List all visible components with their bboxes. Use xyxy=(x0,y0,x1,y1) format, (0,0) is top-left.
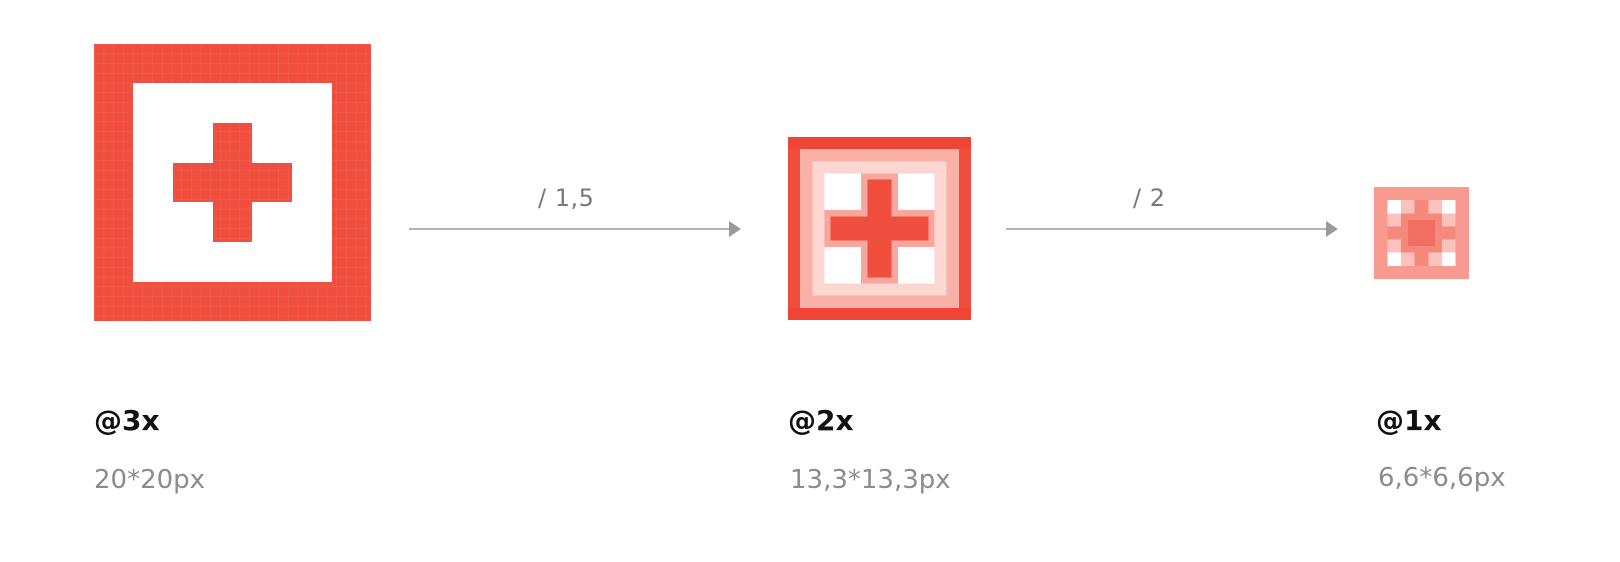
size-label-1x: 6,6*6,6px xyxy=(1378,463,1506,493)
scale-label-3x: @3x xyxy=(94,404,160,437)
size-label-2x: 13,3*13,3px xyxy=(790,465,951,495)
ratio-label-1: / 1,5 xyxy=(538,184,595,212)
icon-1x-graphic xyxy=(1374,187,1469,279)
scale-label-1x: @1x xyxy=(1376,404,1442,437)
size-label-3x: 20*20px xyxy=(94,465,206,495)
ratio-label-2: / 2 xyxy=(1133,184,1166,212)
arrow-2 xyxy=(1006,221,1338,237)
icon-2x-graphic xyxy=(788,137,971,320)
arrow-1 xyxy=(409,221,741,237)
icon-3x-graphic xyxy=(94,44,371,321)
scale-label-2x: @2x xyxy=(788,404,854,437)
